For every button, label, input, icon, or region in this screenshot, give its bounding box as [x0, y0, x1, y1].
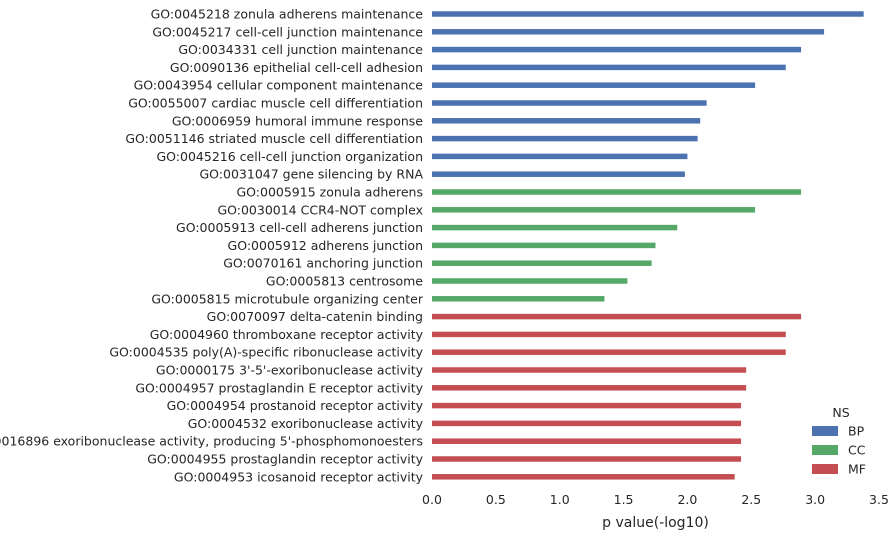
bar-cc	[432, 260, 652, 266]
bar-bp	[432, 64, 786, 71]
category-label: GO:0045217 cell-cell junction maintenanc…	[152, 24, 423, 39]
category-label: GO:0045216 cell-cell junction organizati…	[157, 149, 424, 164]
legend: NS BP CC MF	[812, 405, 866, 477]
bar-cc	[432, 242, 656, 249]
bar-bp	[432, 46, 802, 53]
bar-mf	[432, 313, 802, 320]
legend-label-bp: BP	[848, 424, 865, 439]
category-label: GO:0070161 anchoring junction	[223, 256, 423, 271]
x-tick-label: 2.0	[677, 492, 697, 507]
category-label: GO:0004960 thromboxane receptor activity	[150, 327, 424, 342]
category-label: GO:0005815 microtubule organizing center	[151, 291, 424, 306]
x-tick-label: 2.5	[741, 492, 761, 507]
bar-cc	[432, 189, 802, 195]
bar-bp	[432, 171, 685, 177]
x-tick-label: 3.5	[869, 492, 889, 507]
x-tick-label: 1.0	[550, 492, 570, 507]
category-label: GO:0005915 zonula adherens	[236, 185, 423, 200]
category-label: GO:0034331 cell junction maintenance	[178, 42, 423, 57]
category-label: GO:0005912 adherens junction	[228, 238, 423, 253]
legend-swatch-bp	[812, 426, 838, 436]
category-label: GO:0070097 delta-catenin binding	[207, 309, 423, 324]
x-axis-ticks: 0.0 0.5 1.0 1.5 2.0 2.5 3.0 3.5	[422, 492, 889, 507]
category-label: GO:0090136 epithelial cell-cell adhesion	[170, 60, 423, 75]
category-label: GO:0016896 exoribonuclease activity, pro…	[0, 434, 423, 449]
x-tick-label: 0.0	[422, 492, 442, 507]
bar-mf	[432, 420, 742, 427]
category-label: GO:0045218 zonula adherens maintenance	[151, 7, 424, 22]
category-label: GO:0006959 humoral immune response	[172, 113, 423, 128]
category-label: GO:0004955 prostaglandin receptor activi…	[147, 452, 423, 467]
bar-mf	[432, 349, 786, 355]
bar-bp	[432, 82, 756, 88]
bar-bp	[432, 118, 701, 124]
bar-cc	[432, 278, 628, 284]
bar-mf	[432, 367, 747, 373]
x-tick-label: 3.0	[805, 492, 825, 507]
category-label: GO:0055007 cardiac muscle cell different…	[128, 96, 423, 111]
bar-mf	[432, 402, 742, 409]
bar-mf	[432, 385, 747, 391]
category-label: GO:0005813 centrosome	[266, 274, 423, 289]
category-label: GO:0004953 icosanoid receptor activity	[174, 469, 424, 484]
bar-cc	[432, 224, 678, 231]
bar-cc	[432, 296, 605, 302]
bar-bp	[432, 100, 707, 106]
bar-mf	[432, 456, 742, 462]
category-label: GO:0043954 cellular component maintenanc…	[134, 78, 424, 93]
legend-title: NS	[832, 405, 849, 420]
legend-label-mf: MF	[848, 462, 866, 477]
x-tick-label: 1.5	[614, 492, 634, 507]
bars-group	[432, 11, 864, 480]
legend-swatch-mf	[812, 464, 838, 474]
category-labels: GO:0045218 zonula adherens maintenance GO…	[0, 7, 424, 485]
x-axis-label: p value(-log10)	[602, 515, 709, 531]
bar-mf	[432, 474, 735, 480]
category-label: GO:0051146 striated muscle cell differen…	[125, 131, 423, 146]
category-label: GO:0000175 3'-5'-exoribonuclease activit…	[156, 363, 424, 378]
bar-bp	[432, 153, 688, 160]
x-tick-label: 0.5	[486, 492, 506, 507]
bar-mf	[432, 331, 786, 338]
bar-bp	[432, 135, 698, 142]
category-label: GO:0004954 prostanoid receptor activity	[167, 398, 424, 413]
bar-bp	[432, 29, 825, 35]
category-label: GO:0004535 poly(A)-specific ribonuclease…	[109, 345, 423, 360]
category-label: GO:0005913 cell-cell adherens junction	[176, 220, 423, 235]
legend-swatch-cc	[812, 445, 838, 455]
category-label: GO:0031047 gene silencing by RNA	[199, 167, 423, 182]
bar-cc	[432, 207, 756, 213]
category-label: GO:0030014 CCR4-NOT complex	[217, 202, 423, 217]
category-label: GO:0004532 exoribonuclease activity	[188, 416, 424, 431]
bar-bp	[432, 11, 864, 17]
bar-mf	[432, 438, 742, 444]
category-label: GO:0004957 prostaglandin E receptor acti…	[135, 380, 423, 395]
legend-label-cc: CC	[848, 443, 866, 458]
